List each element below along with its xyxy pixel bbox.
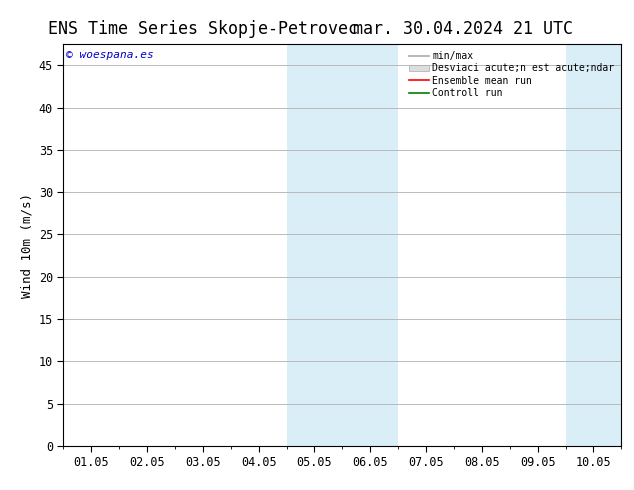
Text: ENS Time Series Skopje-Petrovec: ENS Time Series Skopje-Petrovec — [48, 20, 358, 38]
Text: mar. 30.04.2024 21 UTC: mar. 30.04.2024 21 UTC — [353, 20, 573, 38]
Bar — [566, 44, 621, 446]
Bar — [287, 44, 398, 446]
Y-axis label: Wind 10m (m/s): Wind 10m (m/s) — [20, 193, 33, 297]
Legend: min/max, Desviaci acute;n est acute;ndar, Ensemble mean run, Controll run: min/max, Desviaci acute;n est acute;ndar… — [407, 49, 616, 100]
Text: © woespana.es: © woespana.es — [66, 50, 154, 60]
